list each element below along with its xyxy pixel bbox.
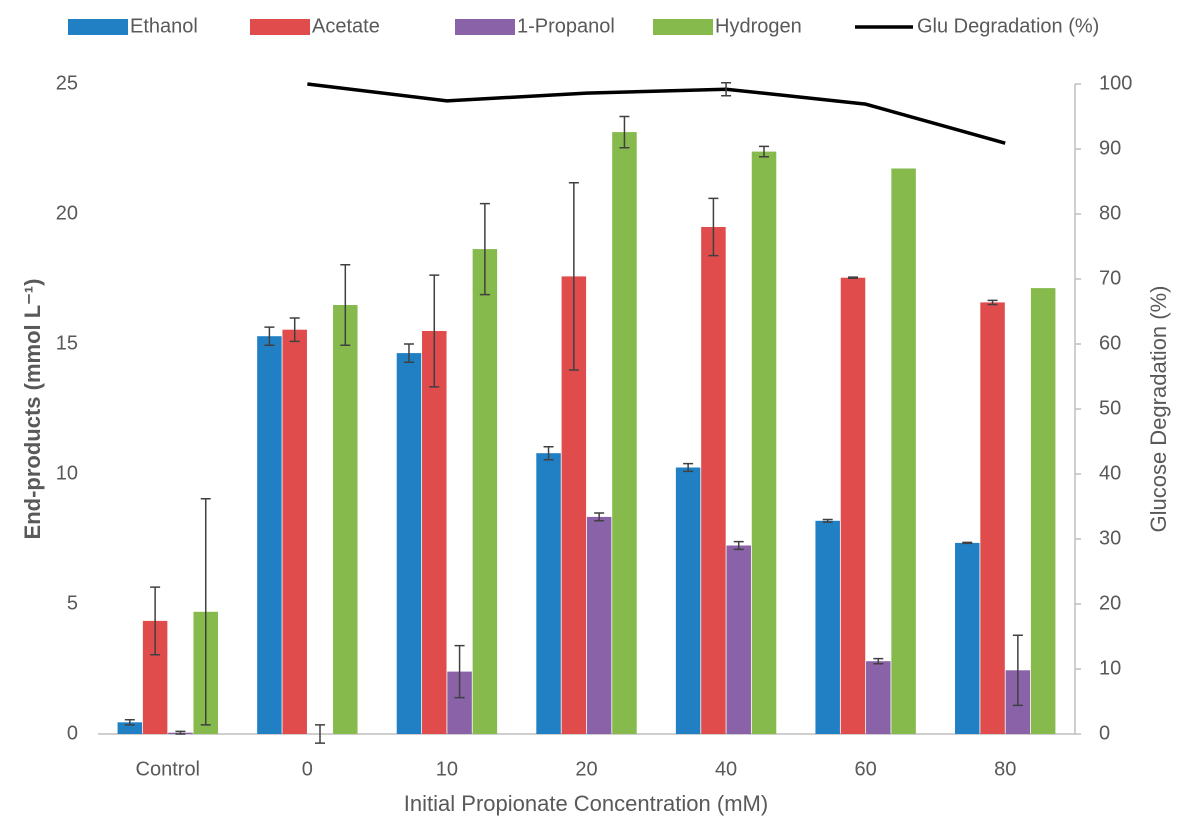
legend-swatch <box>68 19 128 35</box>
error-bar <box>962 541 973 545</box>
bar <box>701 227 726 734</box>
error-bar <box>733 540 744 551</box>
legend-swatch <box>250 19 310 35</box>
y2-axis-title: Glucose Degradation (%) <box>1146 285 1171 532</box>
y2-tick-label: 90 <box>1099 137 1121 159</box>
bar <box>815 520 840 734</box>
x-tick-label: 60 <box>855 758 877 780</box>
legend-label: 1-Propanol <box>517 15 615 37</box>
bar <box>891 168 916 734</box>
y2-tick-label: 0 <box>1099 722 1110 744</box>
bar <box>955 542 980 734</box>
bar <box>726 545 751 734</box>
y-tick-label: 5 <box>67 592 78 614</box>
error-bar <box>200 497 211 726</box>
error-bar <box>1012 634 1023 707</box>
error-bar <box>683 462 694 473</box>
error-bar <box>124 718 135 726</box>
y2-tick-label: 100 <box>1099 72 1132 94</box>
bar <box>840 277 866 734</box>
error-bar <box>175 730 186 735</box>
y-tick-label: 20 <box>56 202 78 224</box>
bar <box>536 453 561 734</box>
error-bar <box>987 299 998 306</box>
bar <box>675 467 701 734</box>
bar <box>333 305 358 734</box>
y2-tick-label: 80 <box>1099 202 1121 224</box>
bar <box>980 302 1005 734</box>
x-tick-label: 0 <box>302 758 313 780</box>
y-axis-title: End-products (mmol L⁻¹) <box>20 279 45 540</box>
error-bar <box>594 512 605 522</box>
error-bar <box>429 274 440 388</box>
bar <box>1030 288 1056 734</box>
error-bar <box>619 115 630 149</box>
y-tick-label: 15 <box>56 332 78 354</box>
y-tick-label: 0 <box>67 722 78 744</box>
legend-swatch <box>455 19 515 35</box>
error-bar <box>759 145 770 158</box>
bar <box>422 331 447 734</box>
y2-tick-label: 50 <box>1099 397 1121 419</box>
y2-tick-label: 20 <box>1099 592 1121 614</box>
bar <box>751 151 777 735</box>
x-tick-label: 40 <box>715 758 737 780</box>
bar <box>396 353 422 734</box>
x-axis-title: Initial Propionate Concentration (mM) <box>404 791 768 816</box>
error-bar <box>708 197 719 257</box>
error-bar <box>289 317 300 343</box>
y-tick-label: 10 <box>56 462 78 484</box>
bar <box>117 722 143 734</box>
error-bar <box>150 586 161 656</box>
bar <box>586 516 612 734</box>
bar <box>472 249 498 734</box>
bar <box>612 132 637 735</box>
error-bar <box>315 724 326 744</box>
bar <box>866 661 891 734</box>
y2-tick-label: 30 <box>1099 527 1121 549</box>
line <box>307 82 1006 145</box>
x-tick-label: 20 <box>575 758 597 780</box>
y2-tick-label: 60 <box>1099 332 1121 354</box>
legend-label: Hydrogen <box>715 15 802 37</box>
error-bar <box>847 276 858 279</box>
legend-label: Glu Degradation (%) <box>917 15 1099 37</box>
x-tick-label: 10 <box>436 758 458 780</box>
x-tick-label: 80 <box>994 758 1016 780</box>
bar <box>257 336 282 734</box>
y-tick-label: 25 <box>56 72 78 94</box>
error-bar <box>873 657 884 665</box>
legend-label: Acetate <box>312 15 380 37</box>
error-bar <box>721 81 732 97</box>
error-bar <box>403 343 414 363</box>
error-bar <box>264 326 275 347</box>
x-tick-label: Control <box>136 758 200 780</box>
y2-tick-label: 10 <box>1099 657 1121 679</box>
y2-tick-label: 40 <box>1099 462 1121 484</box>
error-bar <box>479 202 490 296</box>
y2-tick-label: 70 <box>1099 267 1121 289</box>
error-bar <box>340 263 351 347</box>
error-bar <box>543 445 554 461</box>
bar <box>282 329 307 734</box>
legend-label: Ethanol <box>130 15 198 37</box>
error-bar <box>454 644 465 699</box>
error-bar <box>822 518 833 523</box>
legend-swatch <box>653 19 713 35</box>
error-bar <box>568 182 579 371</box>
